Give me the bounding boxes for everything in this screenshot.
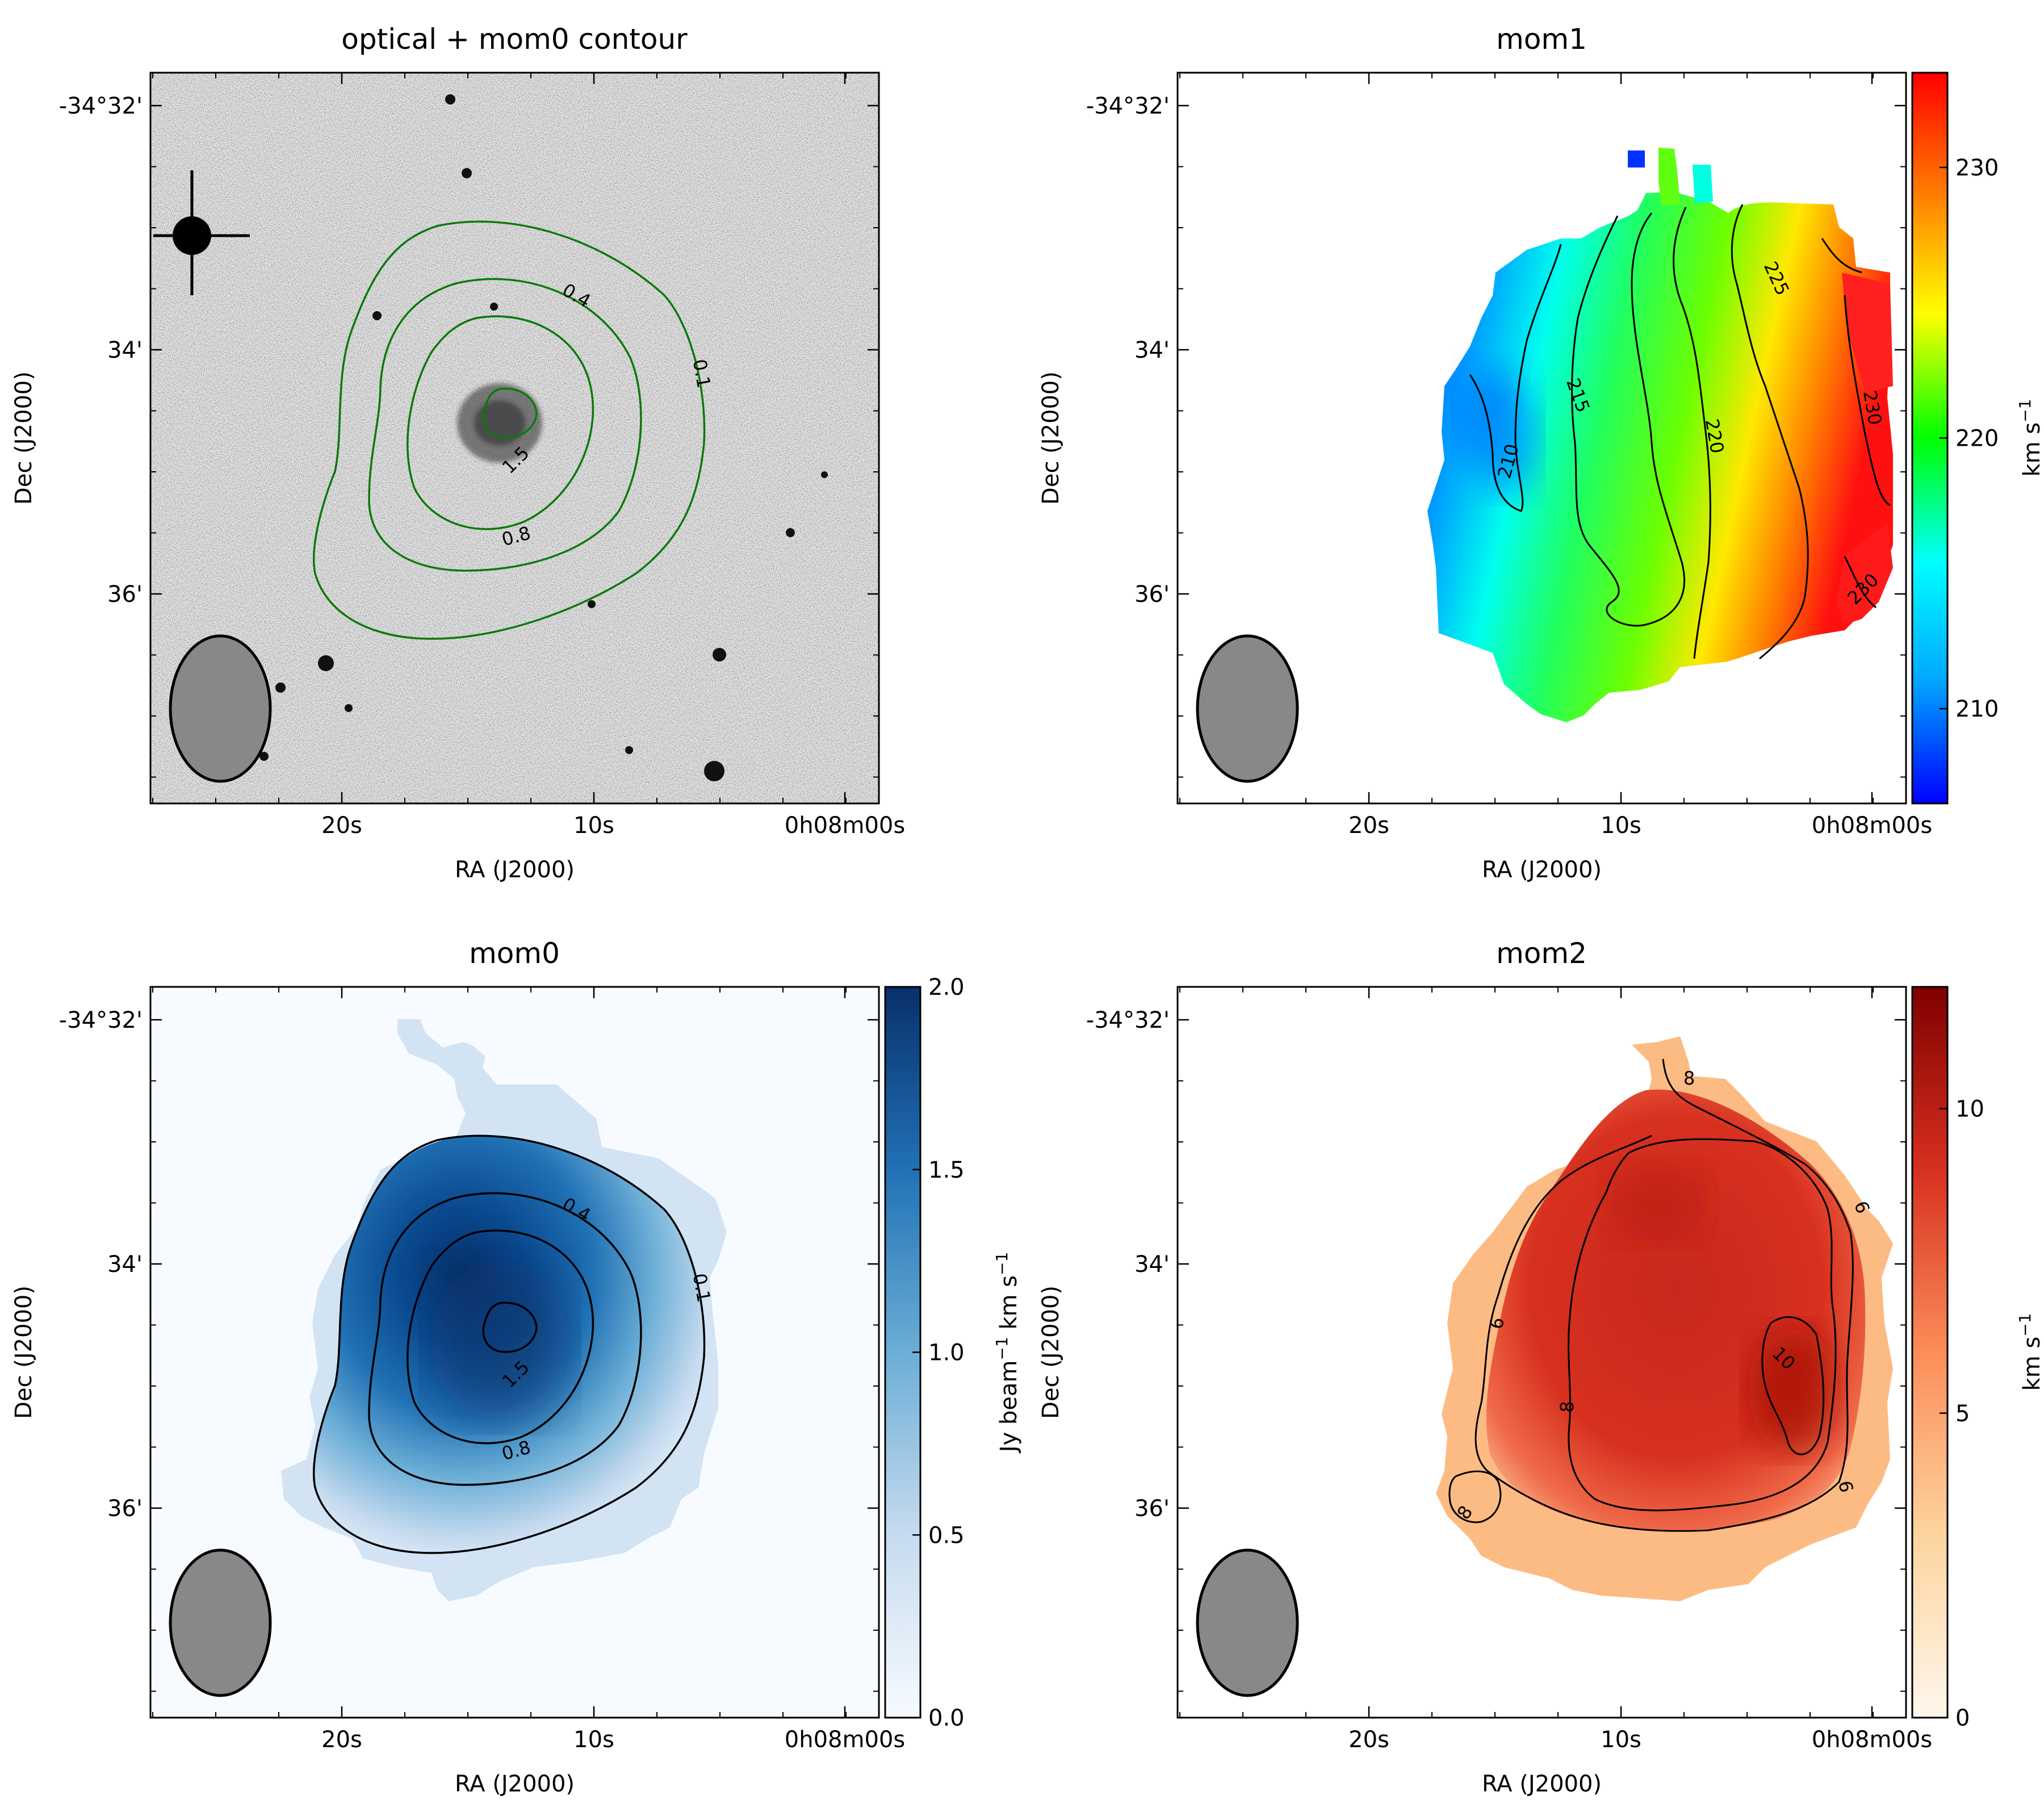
mom0-contours xyxy=(312,220,706,640)
y-tick-label: -34°32' xyxy=(59,1007,143,1033)
x-tick-label: 20s xyxy=(321,813,362,839)
contour-label: 0.1 xyxy=(689,358,715,390)
y-tick-label: -34°32' xyxy=(1086,93,1170,119)
panel-title: mom1 xyxy=(1496,23,1587,56)
panel-title: mom2 xyxy=(1496,937,1587,970)
star xyxy=(153,170,250,295)
y-tick-label: 34' xyxy=(107,1251,143,1278)
x-tick-label: 0h08m00s xyxy=(785,1727,905,1753)
panel-title: optical + mom0 contour xyxy=(341,23,688,56)
contour-label: 8 xyxy=(1683,1067,1695,1089)
axes-frame xyxy=(149,986,880,1719)
x-tick-label: 10s xyxy=(1601,813,1641,839)
beam-ellipse xyxy=(1196,634,1299,783)
velocity-contours xyxy=(1469,204,1891,660)
colorbar-label: km s−1 xyxy=(2016,399,2044,477)
y-tick-label: 34' xyxy=(1134,1251,1170,1278)
y-tick-label: 36' xyxy=(107,581,143,608)
x-axis-label: RA (J2000) xyxy=(455,857,575,883)
colorbar-tick-label: 10 xyxy=(1955,1096,1984,1123)
x-tick-label: 20s xyxy=(1348,1727,1389,1753)
y-tick-label: 36' xyxy=(107,1496,143,1522)
colorbar-tick-label: 230 xyxy=(1955,155,1999,181)
beam-ellipse xyxy=(169,634,272,783)
dispersion-map xyxy=(1436,1036,1893,1601)
colorbar-tick-label: 5 xyxy=(1955,1401,1970,1427)
colorbar-mom1: 230 220 210 km s−1 xyxy=(1911,72,2044,805)
colorbar-label: Jy beam−1 km s−1 xyxy=(992,1252,1022,1454)
y-tick-label: -34°32' xyxy=(1086,1007,1170,1033)
colorbar-tick-label: 210 xyxy=(1955,696,1999,722)
panel-mom0: mom0 0.4 0.1 1.5 0.8 20s 10s 0h0 xyxy=(11,937,1022,1797)
panel-title: mom0 xyxy=(469,937,560,970)
colorbar-mom0: 2.0 1.5 1.0 0.5 0.0 Jy beam−1 km s−1 xyxy=(884,974,1022,1731)
y-axis-label: Dec (J2000) xyxy=(1038,371,1064,505)
y-axis-label: Dec (J2000) xyxy=(1038,1286,1064,1419)
axes-frame xyxy=(149,72,880,805)
colorbar-tick-label: 0.0 xyxy=(928,1705,965,1731)
plot-area: 0.4 0.1 1.5 0.8 xyxy=(150,987,879,1718)
plot-area: 210 215 220 225 230 230 xyxy=(1178,73,1906,803)
panel-optical: optical + mom0 contour xyxy=(11,23,905,883)
plot-area: 0.4 0.1 1.5 0.8 xyxy=(150,73,879,803)
colorbar-tick-label: 0.5 xyxy=(928,1522,965,1548)
intensity-contours xyxy=(312,1134,706,1554)
x-tick-label: 0h08m00s xyxy=(1812,1727,1932,1753)
y-tick-label: -34°32' xyxy=(59,93,143,119)
beam-ellipse xyxy=(169,1548,272,1697)
x-axis-label: RA (J2000) xyxy=(1482,857,1602,883)
dispersion-contours xyxy=(1448,1058,1854,1532)
x-tick-label: 10s xyxy=(573,813,614,839)
axes-frame xyxy=(1176,72,1907,805)
y-tick-label: 34' xyxy=(1134,337,1170,363)
x-tick-label: 10s xyxy=(1601,1727,1641,1753)
y-tick-label: 36' xyxy=(1134,581,1170,608)
plot-area: 8 6 6 10 8 6 8 xyxy=(1178,987,1906,1718)
panel-mom2: mom2 8 6 6 10 8 6 8 xyxy=(1038,937,2044,1797)
colorbar-tick-label: 0 xyxy=(1955,1705,1970,1731)
y-tick-label: 36' xyxy=(1134,1496,1170,1522)
x-axis-label: RA (J2000) xyxy=(1482,1771,1602,1797)
axes-frame xyxy=(1176,986,1907,1719)
x-axis-label: RA (J2000) xyxy=(455,1771,575,1797)
x-tick-label: 0h08m00s xyxy=(1812,813,1932,839)
y-tick-label: 34' xyxy=(107,337,143,363)
panel-mom1: mom1 210 21 xyxy=(1038,23,2044,883)
x-tick-label: 0h08m00s xyxy=(785,813,905,839)
x-tick-label: 20s xyxy=(1348,813,1389,839)
colorbar-tick-label: 1.5 xyxy=(928,1157,965,1183)
x-tick-label: 10s xyxy=(573,1727,614,1753)
contour-label: 8 xyxy=(1556,1401,1578,1413)
colorbar-mom2: 10 5 0 km s−1 xyxy=(1911,986,2044,1731)
x-tick-label: 20s xyxy=(321,1727,362,1753)
velocity-field xyxy=(1427,148,1893,722)
stars-field xyxy=(259,94,828,781)
y-axis-label: Dec (J2000) xyxy=(11,371,37,505)
colorbar-tick-label: 1.0 xyxy=(928,1340,965,1366)
beam-ellipse xyxy=(1196,1548,1299,1697)
y-axis-label: Dec (J2000) xyxy=(11,1286,37,1419)
colorbar-label: km s−1 xyxy=(2016,1313,2044,1391)
colorbar-tick-label: 2.0 xyxy=(928,974,965,1000)
colorbar-tick-label: 220 xyxy=(1955,426,1999,452)
contour-label: 0.1 xyxy=(689,1272,715,1304)
